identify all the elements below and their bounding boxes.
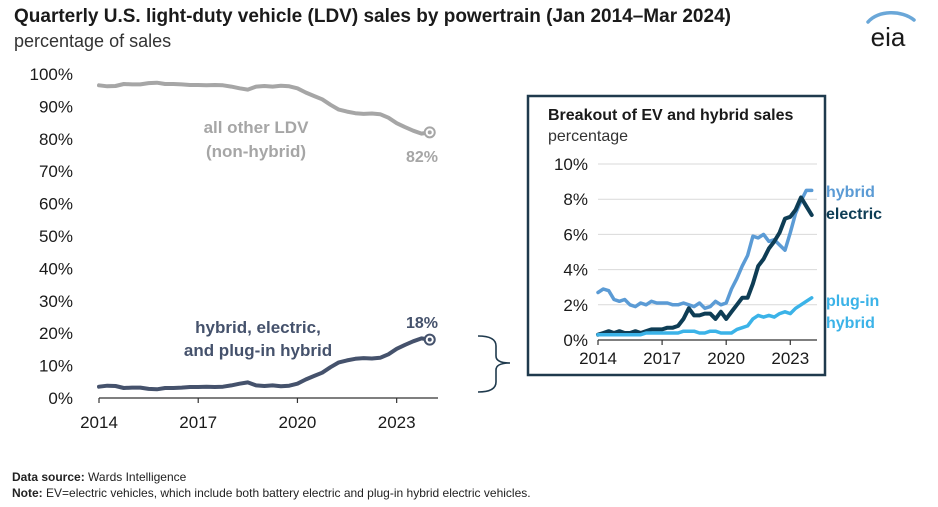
series-line [596, 195, 814, 337]
y-tick-label: 30% [39, 292, 73, 311]
series-label: hybrid [826, 315, 875, 332]
y-tick-label: 60% [39, 195, 73, 214]
end-marker-dot [427, 130, 432, 135]
y-tick-label: 70% [39, 162, 73, 181]
series-label: (non-hybrid) [206, 142, 306, 161]
inset-frame [526, 94, 827, 377]
series-line [97, 336, 432, 392]
chart-canvas: 0% 10% 20% 30% 40% 50% 60% 70% 80% 90% 100% 2014 201… [30, 65, 883, 432]
series-label: all other LDV [204, 118, 310, 137]
series-label: hybrid, electric, [195, 318, 321, 337]
y-tick-label: 4% [563, 261, 588, 280]
y-tick-label: 50% [39, 227, 73, 246]
y-tick-label: 10% [39, 357, 73, 376]
y-tick-label: 2% [563, 296, 588, 315]
inset-plot: 0% 2% 4% 6% 8% 10% 2014 2017 2020 2023 hybrid elect… [554, 155, 882, 368]
end-label: 18% [406, 315, 438, 332]
bracket [477, 335, 511, 393]
y-tick-label: 8% [563, 190, 588, 209]
series-label: hybrid [826, 184, 875, 201]
x-tick-label: 2020 [707, 349, 745, 368]
y-tick-label: 80% [39, 130, 73, 149]
source-value: Wards Intelligence [84, 470, 187, 484]
y-tick-label: 100% [30, 65, 73, 84]
y-tick-label: 10% [554, 155, 588, 174]
y-tick-label: 6% [563, 225, 588, 244]
source-label: Data source: [12, 470, 85, 484]
note-label: Note: [12, 486, 43, 500]
data-source: Data source: Wards Intelligence [12, 470, 186, 484]
logo-text: eia [871, 22, 906, 50]
x-tick-label: 2020 [279, 413, 317, 432]
series-label: plug-in [826, 293, 879, 310]
series-label: and plug-in hybrid [184, 341, 332, 360]
y-tick-label: 40% [39, 259, 73, 278]
x-tick-label: 2023 [378, 413, 416, 432]
y-tick-label: 0% [48, 389, 73, 408]
series-label: electric [826, 206, 882, 223]
eia-logo: eia [866, 11, 916, 50]
x-tick-label: 2023 [771, 349, 809, 368]
x-tick-label: 2017 [643, 349, 681, 368]
end-marker-dot [427, 337, 432, 342]
inset-title: Breakout of EV and hybrid sales [548, 107, 794, 124]
chart-subtitle: percentage of sales [14, 31, 172, 51]
series-line [97, 80, 432, 136]
y-tick-label: 90% [39, 97, 73, 116]
inset-ylabel: percentage [548, 128, 628, 145]
y-tick-label: 0% [563, 331, 588, 350]
x-tick-label: 2014 [80, 413, 118, 432]
main-plot: 0% 10% 20% 30% 40% 50% 60% 70% 80% 90% 100% 2014 201… [30, 65, 439, 432]
end-label: 82% [406, 149, 438, 166]
note-value: EV=electric vehicles, which include both… [42, 486, 531, 500]
x-tick-label: 2014 [579, 349, 617, 368]
y-tick-label: 20% [39, 324, 73, 343]
chart-title: Quarterly U.S. light-duty vehicle (LDV) … [14, 6, 731, 27]
x-tick-label: 2017 [179, 413, 217, 432]
series-line [596, 296, 814, 337]
note: Note: EV=electric vehicles, which includ… [12, 486, 531, 500]
